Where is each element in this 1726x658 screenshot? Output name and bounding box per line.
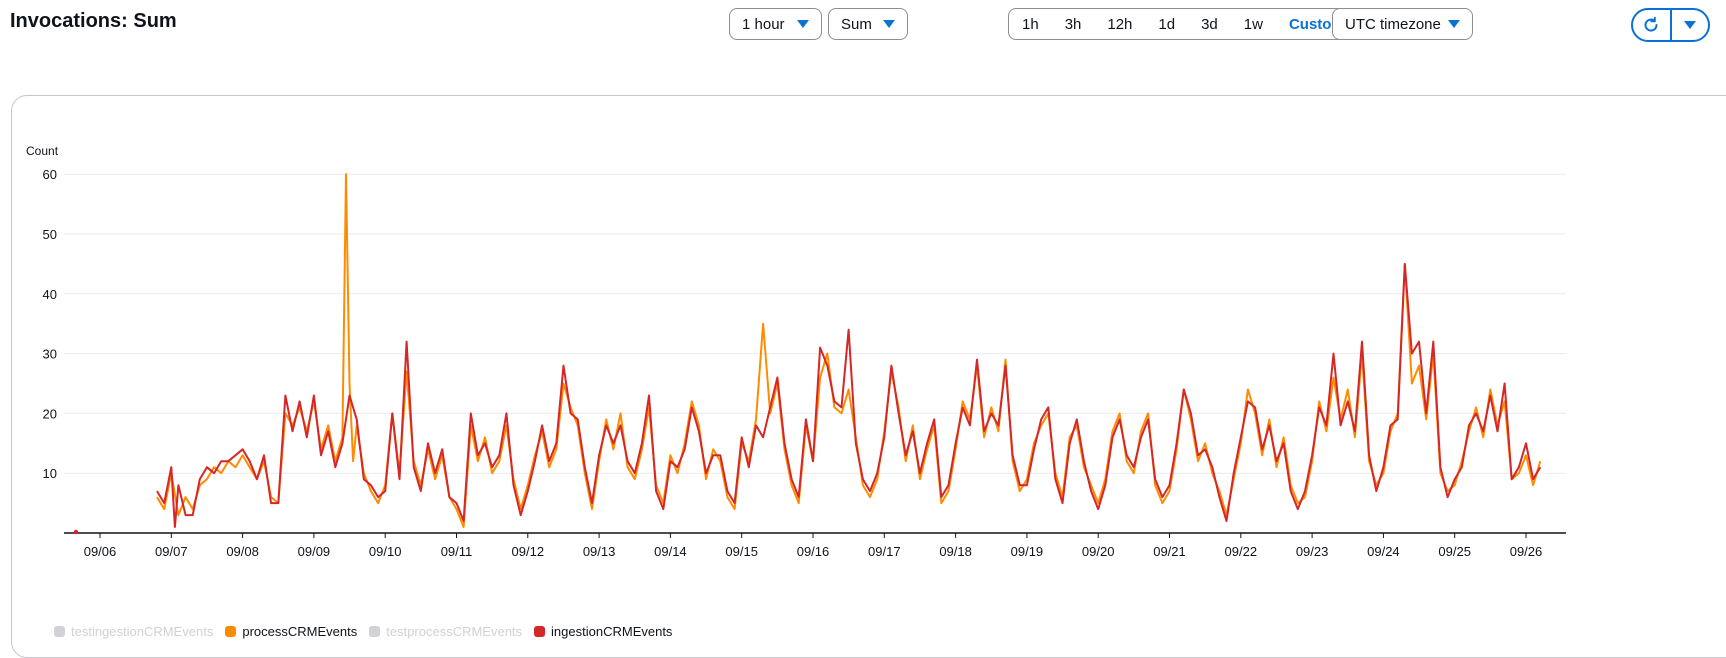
range-option-12h[interactable]: 12h bbox=[1107, 15, 1133, 33]
range-option-1d[interactable]: 1d bbox=[1158, 15, 1176, 33]
timezone-select[interactable]: UTC timezone bbox=[1332, 8, 1473, 40]
stat-select-value: Sum bbox=[841, 15, 872, 33]
legend-swatch bbox=[534, 626, 546, 637]
y-tick-label: 20 bbox=[43, 406, 57, 421]
series-marker bbox=[73, 529, 79, 535]
x-tick-label: 09/13 bbox=[583, 544, 616, 559]
legend-item-ingestion[interactable]: ingestionCRMEvents bbox=[534, 624, 672, 639]
y-tick-label: 50 bbox=[43, 227, 57, 242]
period-select[interactable]: 1 hour bbox=[729, 8, 822, 40]
x-tick-label: 09/24 bbox=[1367, 544, 1400, 559]
x-tick-label: 09/18 bbox=[939, 544, 972, 559]
legend-item-testingestion[interactable]: testingestionCRMEvents bbox=[54, 624, 213, 639]
y-axis-label: Count bbox=[26, 144, 59, 158]
refresh-icon bbox=[1644, 16, 1658, 32]
range-option-1w[interactable]: 1w bbox=[1243, 15, 1263, 33]
caret-down-icon bbox=[1683, 21, 1696, 29]
legend-item-process[interactable]: processCRMEvents bbox=[225, 624, 357, 639]
refresh-options-button[interactable] bbox=[1672, 10, 1709, 40]
caret-down-icon bbox=[1448, 20, 1460, 28]
legend-label: testingestionCRMEvents bbox=[71, 624, 214, 639]
x-tick-label: 09/10 bbox=[369, 544, 402, 559]
legend-item-testprocess[interactable]: testprocessCRMEvents bbox=[369, 624, 522, 639]
x-tick-label: 09/22 bbox=[1225, 544, 1258, 559]
x-tick-label: 09/26 bbox=[1510, 544, 1543, 559]
legend-label: testprocessCRMEvents bbox=[386, 624, 523, 639]
refresh-split-button bbox=[1631, 8, 1710, 42]
x-tick-label: 09/06 bbox=[84, 544, 117, 559]
caret-down-icon bbox=[797, 20, 809, 28]
x-tick-label: 09/25 bbox=[1438, 544, 1471, 559]
x-tick-label: 09/14 bbox=[654, 544, 687, 559]
legend-swatch bbox=[54, 626, 65, 637]
x-tick-label: 09/12 bbox=[512, 544, 545, 559]
x-tick-label: 09/11 bbox=[441, 544, 473, 559]
period-select-value: 1 hour bbox=[742, 15, 785, 33]
series-line-ingestionCRMEvents bbox=[156, 262, 1542, 528]
y-tick-label: 40 bbox=[43, 287, 57, 302]
refresh-button[interactable] bbox=[1633, 10, 1670, 40]
y-tick-label: 10 bbox=[43, 466, 57, 481]
y-tick-label: 60 bbox=[43, 167, 57, 182]
legend-label: processCRMEvents bbox=[242, 624, 358, 639]
x-tick-label: 09/09 bbox=[298, 544, 331, 559]
range-option-1h[interactable]: 1h bbox=[1022, 15, 1039, 33]
legend-swatch bbox=[369, 626, 381, 637]
x-tick-label: 09/15 bbox=[725, 544, 758, 559]
legend-label: ingestionCRMEvents bbox=[551, 624, 673, 639]
timezone-select-value: UTC timezone bbox=[1345, 15, 1441, 33]
caret-down-icon bbox=[883, 20, 895, 28]
range-option-3h[interactable]: 3h bbox=[1064, 15, 1082, 33]
x-tick-label: 09/17 bbox=[868, 544, 901, 559]
stat-select[interactable]: Sum bbox=[828, 8, 908, 40]
page-title: Invocations: Sum bbox=[10, 10, 177, 32]
legend-swatch bbox=[225, 626, 237, 637]
chart-legend: testingestionCRMEvents processCRMEvents … bbox=[54, 624, 684, 639]
x-tick-label: 09/07 bbox=[155, 544, 188, 559]
range-option-3d[interactable]: 3d bbox=[1201, 15, 1218, 33]
x-tick-label: 09/08 bbox=[226, 544, 259, 559]
x-tick-label: 09/16 bbox=[797, 544, 830, 559]
x-tick-label: 09/23 bbox=[1296, 544, 1329, 559]
series-line-processCRMEvents bbox=[156, 173, 1542, 528]
x-tick-label: 09/20 bbox=[1082, 544, 1115, 559]
x-tick-label: 09/19 bbox=[1011, 544, 1044, 559]
y-tick-label: 30 bbox=[43, 347, 57, 362]
x-tick-label: 09/21 bbox=[1153, 544, 1186, 559]
